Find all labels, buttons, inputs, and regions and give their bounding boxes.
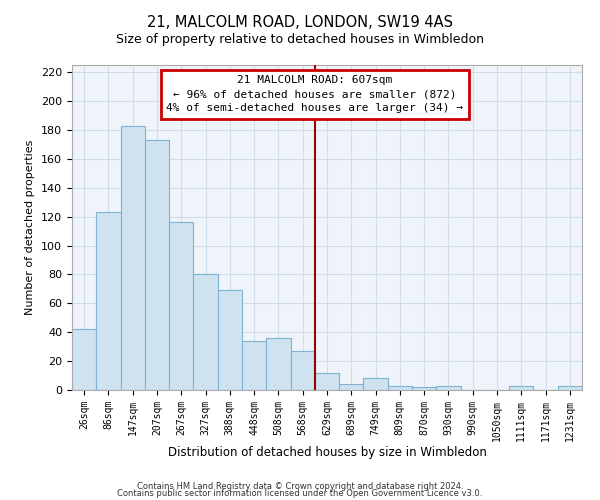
Bar [364, 378, 388, 390]
Bar [193, 274, 218, 390]
Bar [242, 341, 266, 390]
Text: Contains public sector information licensed under the Open Government Licence v3: Contains public sector information licen… [118, 490, 482, 498]
Bar [266, 338, 290, 390]
Text: Contains HM Land Registry data © Crown copyright and database right 2024.: Contains HM Land Registry data © Crown c… [137, 482, 463, 491]
Bar [339, 384, 364, 390]
X-axis label: Distribution of detached houses by size in Wimbledon: Distribution of detached houses by size … [167, 446, 487, 460]
Bar [315, 372, 339, 390]
Bar [169, 222, 193, 390]
Bar [218, 290, 242, 390]
Bar [121, 126, 145, 390]
Bar [72, 330, 96, 390]
Bar [412, 387, 436, 390]
Y-axis label: Number of detached properties: Number of detached properties [25, 140, 35, 315]
Bar [145, 140, 169, 390]
Bar [388, 386, 412, 390]
Bar [558, 386, 582, 390]
Text: 21 MALCOLM ROAD: 607sqm
← 96% of detached houses are smaller (872)
4% of semi-de: 21 MALCOLM ROAD: 607sqm ← 96% of detache… [166, 75, 463, 113]
Bar [509, 386, 533, 390]
Bar [436, 386, 461, 390]
Bar [290, 351, 315, 390]
Text: Size of property relative to detached houses in Wimbledon: Size of property relative to detached ho… [116, 32, 484, 46]
Text: 21, MALCOLM ROAD, LONDON, SW19 4AS: 21, MALCOLM ROAD, LONDON, SW19 4AS [147, 15, 453, 30]
Bar [96, 212, 121, 390]
